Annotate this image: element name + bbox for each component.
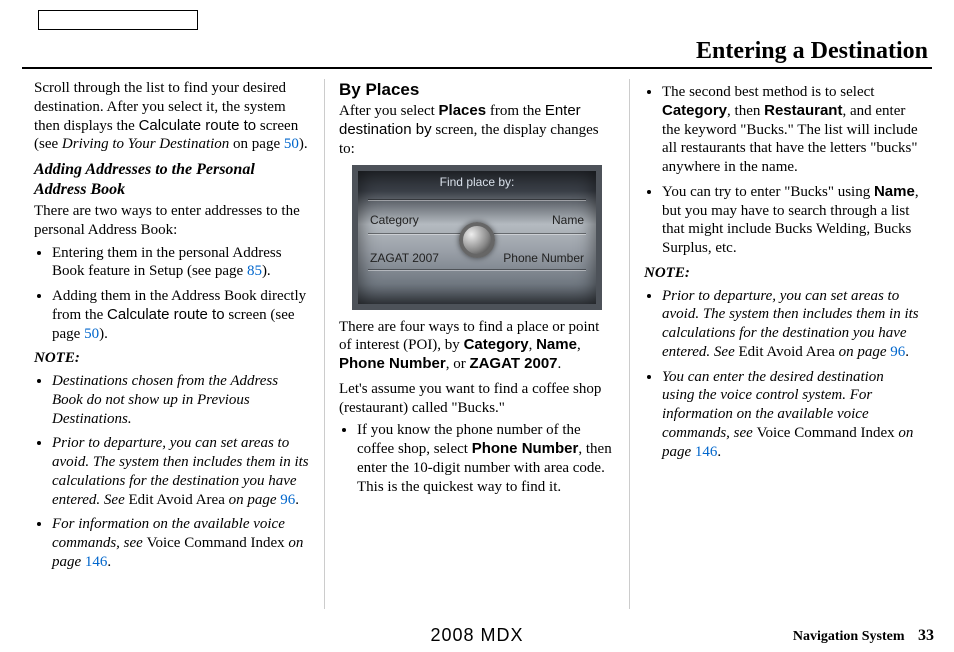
page-link[interactable]: 50 — [84, 326, 99, 342]
intro-paragraph: Scroll through the list to find your des… — [34, 79, 310, 154]
text: , then — [727, 103, 764, 119]
text: There are two ways to enter addresses to… — [34, 202, 310, 240]
column-2: By Places After you select Places from t… — [329, 79, 625, 609]
calc-route-text: Calculate route to — [139, 117, 257, 134]
text: After you select — [339, 103, 439, 119]
text: . — [295, 492, 299, 508]
page-link[interactable]: 96 — [280, 492, 295, 508]
list-item: Prior to departure, you can set areas to… — [662, 287, 920, 362]
list-item: The second best method is to select Cate… — [662, 83, 920, 177]
find-place-screenshot: Find place by: Category Name ZAGAT 2007 … — [352, 165, 602, 310]
note-label: NOTE: — [644, 264, 920, 283]
text: ). — [262, 263, 271, 279]
text: Let's assume you want to find a coffee s… — [339, 380, 615, 418]
page-link[interactable]: 96 — [890, 344, 905, 360]
footer-right: Navigation System 33 — [793, 627, 934, 645]
screenshot-title: Find place by: — [358, 175, 596, 190]
page: Entering a Destination Scroll through th… — [0, 0, 954, 609]
header-rule — [22, 67, 932, 69]
bullet-list: Entering them in the personal Address Bo… — [34, 244, 310, 344]
ui-label: Places — [439, 102, 487, 119]
heading-by-places: By Places — [339, 79, 615, 100]
ui-label: Phone Number — [472, 440, 579, 457]
ui-label: Phone Number — [339, 355, 446, 372]
column-1: Scroll through the list to find your des… — [24, 79, 320, 609]
cross-ref: Voice Command Index — [147, 535, 285, 551]
ui-label: Category — [662, 102, 727, 119]
cross-ref: Driving to Your Destination — [62, 136, 229, 152]
page-link[interactable]: 85 — [247, 263, 262, 279]
text: , or — [446, 356, 470, 372]
list-item: Adding them in the Address Book directly… — [52, 287, 310, 343]
ui-label: Restaurant — [764, 102, 842, 119]
note-label: NOTE: — [34, 349, 310, 368]
divider-line — [368, 199, 586, 200]
text: , — [577, 337, 581, 353]
subheading-adding-addresses: Adding Addresses to the Personal Address… — [34, 160, 310, 200]
list-item: Destinations chosen from the Address Boo… — [52, 372, 310, 428]
text: on page — [229, 136, 284, 152]
text: The second best method is to select — [662, 84, 874, 100]
column-divider — [629, 79, 630, 609]
cross-ref: Edit Avoid Area — [739, 344, 835, 360]
ui-label: Name — [874, 183, 915, 200]
text: There are four ways to find a place or p… — [339, 318, 615, 374]
divider-line — [368, 269, 586, 270]
footer-model-year: 2008 MDX — [430, 625, 523, 646]
blank-header-box — [38, 10, 198, 30]
ui-label: ZAGAT 2007 — [469, 355, 557, 372]
cross-ref: Edit Avoid Area — [129, 492, 225, 508]
columns: Scroll through the list to find your des… — [24, 79, 930, 609]
list-item: Entering them in the personal Address Bo… — [52, 244, 310, 282]
screen-button-phone: Phone Number — [503, 251, 584, 266]
ui-label: Name — [536, 336, 577, 353]
calc-route-text: Calculate route to — [107, 306, 225, 323]
text: ). — [299, 136, 308, 152]
text: on page — [835, 344, 890, 360]
list-item: For information on the available voice c… — [52, 515, 310, 571]
screen-button-name: Name — [552, 213, 584, 228]
page-number: 33 — [918, 627, 934, 644]
page-title: Entering a Destination — [18, 38, 928, 65]
footer-label: Navigation System — [793, 629, 905, 644]
text: . — [558, 356, 562, 372]
note-list: Prior to departure, you can set areas to… — [644, 287, 920, 462]
cross-ref: Voice Command Index — [757, 425, 895, 441]
page-link[interactable]: 146 — [85, 554, 108, 570]
footer: 2008 MDX Navigation System 33 — [0, 625, 954, 646]
text: from the — [486, 103, 545, 119]
list-item: You can enter the desired destination us… — [662, 368, 920, 462]
text: . — [107, 554, 111, 570]
bullet-list: The second best method is to select Cate… — [644, 83, 920, 258]
list-item: Prior to departure, you can set areas to… — [52, 434, 310, 509]
text: on page — [225, 492, 280, 508]
text: After you select Places from the Enter d… — [339, 102, 615, 158]
ui-label: Category — [464, 336, 529, 353]
column-divider — [324, 79, 325, 609]
text: . — [717, 444, 721, 460]
page-link[interactable]: 50 — [284, 136, 299, 152]
text: . — [905, 344, 909, 360]
text: ). — [99, 326, 108, 342]
list-item: You can try to enter "Bucks" using Name,… — [662, 183, 920, 258]
control-knob-icon — [459, 222, 495, 258]
bullet-list: If you know the phone number of the coff… — [339, 421, 615, 496]
text: , — [529, 337, 537, 353]
note-list: Destinations chosen from the Address Boo… — [34, 372, 310, 572]
page-link[interactable]: 146 — [695, 444, 718, 460]
text: You can try to enter "Bucks" using — [662, 184, 874, 200]
column-3: The second best method is to select Cate… — [634, 79, 930, 609]
list-item: If you know the phone number of the coff… — [357, 421, 615, 496]
screen-button-zagat: ZAGAT 2007 — [370, 251, 439, 266]
screen-button-category: Category — [370, 213, 419, 228]
